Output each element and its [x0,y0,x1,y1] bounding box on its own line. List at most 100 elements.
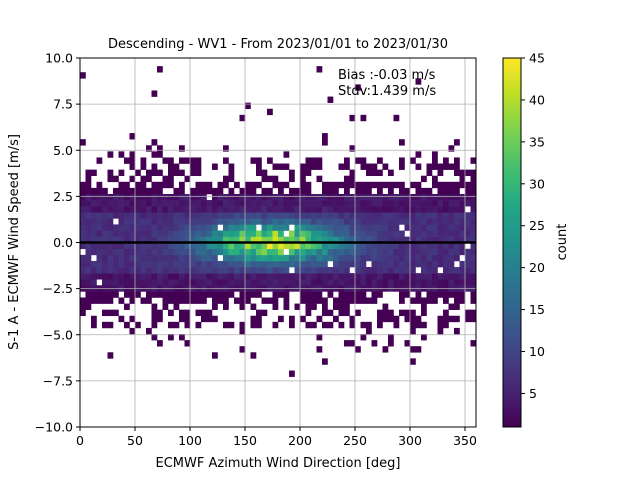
heatmap-cell [338,200,345,207]
heatmap-cell [454,206,460,213]
heatmap-cell [415,248,422,256]
heatmap-cell [212,267,218,274]
heatmap-cell [195,212,202,219]
heatmap-cell [349,242,356,250]
heatmap-cell [432,248,438,256]
heatmap-cell [256,212,262,219]
heatmap-cell [85,267,92,274]
heatmap-cell [151,334,158,341]
heatmap-cell [300,297,306,304]
heatmap-cell [448,236,455,243]
heatmap-cell [448,242,455,250]
heatmap-cell [223,206,229,213]
heatmap-cell [151,187,158,195]
heatmap-cell [140,212,147,219]
heatmap-cell [80,242,86,250]
heatmap-cell [206,236,213,243]
heatmap-cell [470,224,477,231]
heatmap-cell [135,321,141,329]
heatmap-cell [168,212,174,219]
heatmap-cell [294,200,301,207]
heatmap-cell [96,260,103,268]
heatmap-cell [382,236,389,243]
heatmap-cell [377,236,383,243]
heatmap-cell [179,169,185,177]
heatmap-cell [459,273,466,280]
heatmap-cell [322,297,328,304]
heatmap-cell [300,163,306,170]
heatmap-cell [113,187,119,195]
heatmap-cell [256,163,262,170]
heatmap-cell [322,230,328,237]
heatmap-cell [234,260,240,268]
heatmap-cell [239,279,246,286]
heatmap-cell [151,224,158,231]
heatmap-cell [151,254,158,262]
heatmap-cell [206,218,213,225]
heatmap-cell [454,297,460,304]
heatmap-cell [146,230,152,237]
heatmap-cell [388,212,394,219]
heatmap-cell [470,157,477,164]
heatmap-cell [234,273,240,280]
heatmap-cell [124,321,130,329]
heatmap-cell [465,230,471,237]
plot-area [79,57,477,428]
heatmap-cell [162,181,169,189]
heatmap-cell [278,212,284,219]
heatmap-cell [360,260,367,268]
heatmap-cell [415,200,422,207]
heatmap-cell [349,236,356,243]
heatmap-cell [151,218,158,225]
heatmap-cell [283,254,290,262]
heatmap-cell [118,218,125,225]
heatmap-cell [239,212,246,219]
heatmap-cell [283,206,290,213]
heatmap-cell [151,163,158,170]
heatmap-cell [245,254,251,262]
heatmap-cell [261,279,268,286]
heatmap-cell [454,139,460,146]
heatmap-cell [426,254,433,262]
heatmap-cell [366,254,372,262]
y-tick-label: 0.0 [53,235,73,250]
heatmap-cell [107,206,114,213]
heatmap-cell [300,218,306,225]
heatmap-cell [410,327,416,335]
heatmap-cell [300,169,306,177]
heatmap-cell [212,273,218,280]
heatmap-cell [448,181,455,189]
heatmap-cell [454,273,460,280]
heatmap-cell [107,291,114,298]
heatmap-cell [344,224,350,231]
heatmap-cell [327,279,334,286]
heatmap-cell [184,340,191,347]
heatmap-cell [217,242,224,250]
heatmap-cell [135,212,141,219]
heatmap-cell [278,260,284,268]
heatmap-cell [195,291,202,298]
heatmap-cell [162,254,169,262]
heatmap-cell [217,193,224,201]
heatmap-cell [190,206,196,213]
heatmap-cell [432,297,438,304]
heatmap-cell [107,248,114,256]
heatmap-cell [102,267,108,274]
heatmap-cell [410,358,416,365]
heatmap-cell [371,248,378,256]
heatmap-cell [421,267,427,274]
heatmap-cell [261,206,268,213]
heatmap-cell [96,291,103,298]
heatmap-cell [261,309,268,317]
heatmap-cell [201,297,207,304]
heatmap-cell [371,273,378,280]
heatmap-cell [322,254,328,262]
heatmap-cell [124,181,130,189]
heatmap-cell [289,193,295,201]
heatmap-cell [300,187,306,195]
heatmap-cell [102,279,108,286]
heatmap-cell [377,169,383,177]
heatmap-cell [432,236,438,243]
heatmap-cell [195,157,202,164]
heatmap-cell [349,273,356,280]
